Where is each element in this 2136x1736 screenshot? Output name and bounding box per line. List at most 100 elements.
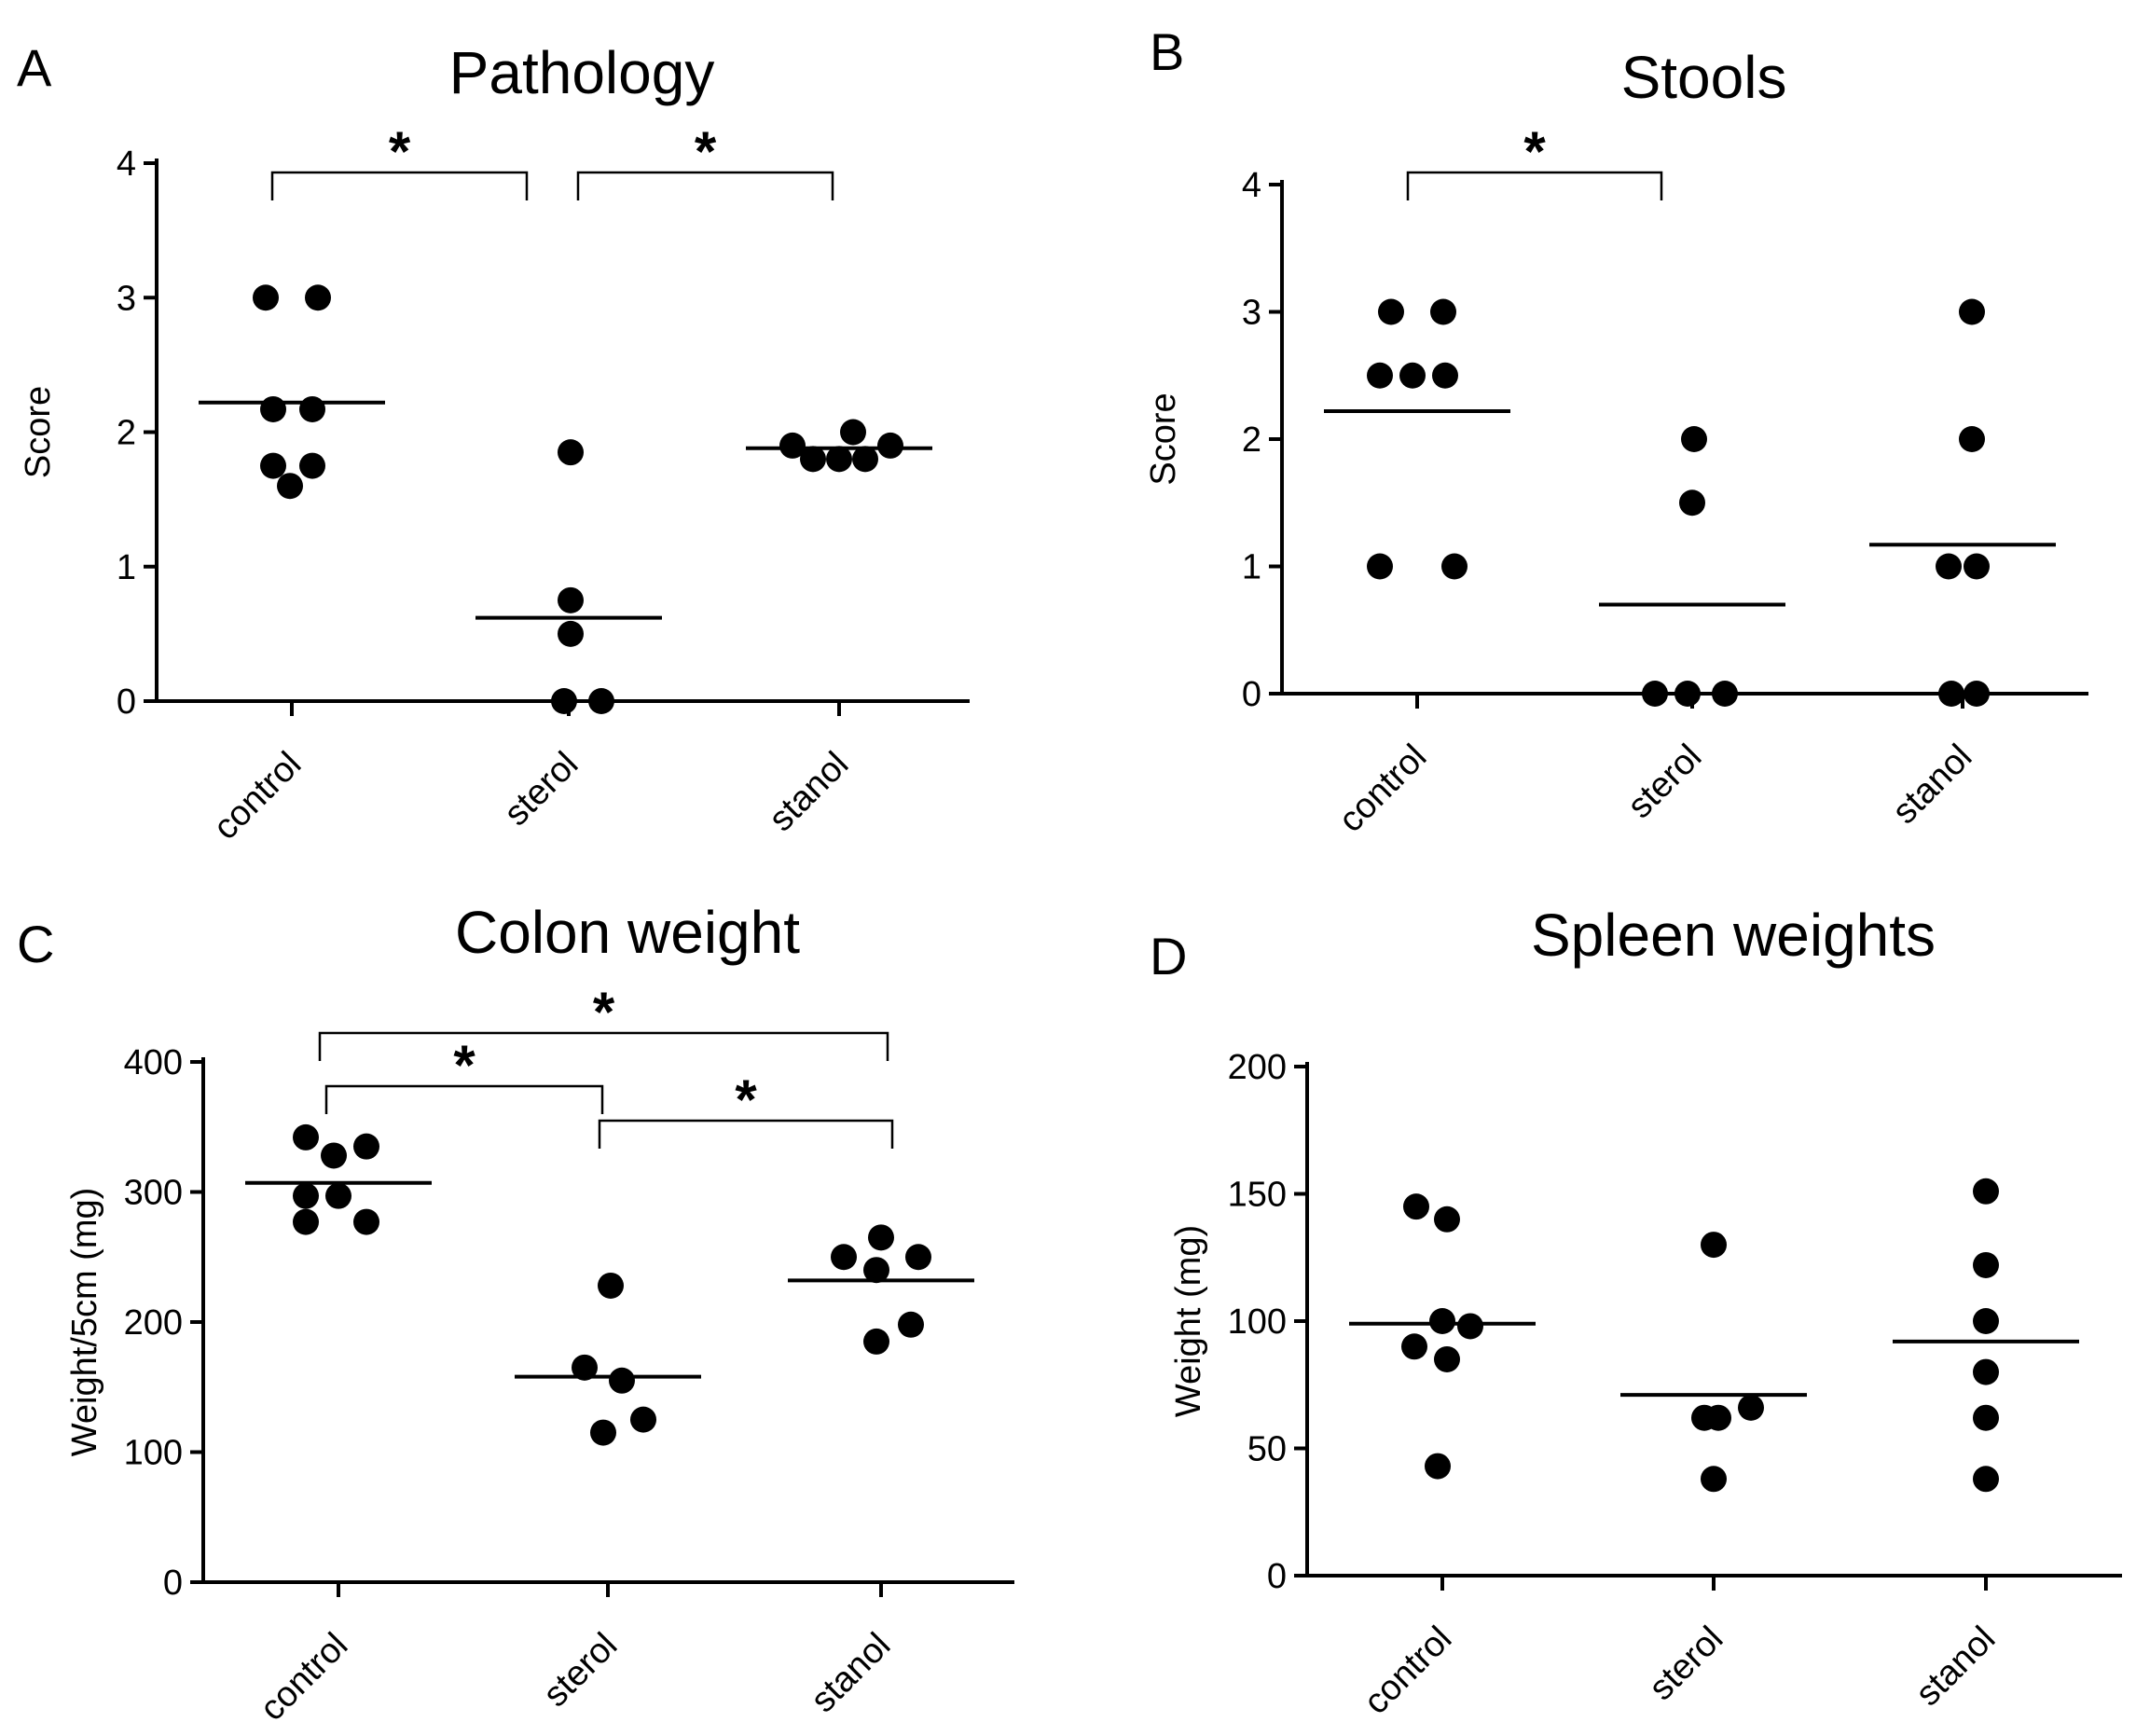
data-point	[609, 1367, 635, 1394]
significance-star: *	[389, 120, 411, 183]
data-point	[1938, 681, 1964, 707]
data-point	[1959, 298, 1985, 325]
x-tick-label: stanol	[1909, 1619, 2003, 1714]
data-point	[1399, 362, 1426, 389]
data-point	[572, 1354, 598, 1381]
data-point	[277, 473, 303, 500]
data-point	[800, 446, 826, 473]
data-point	[1964, 681, 1990, 707]
data-point	[905, 1244, 931, 1271]
data-point	[1973, 1178, 1999, 1205]
data-point	[868, 1224, 894, 1251]
data-point	[598, 1272, 624, 1299]
y-tick-label: 1	[117, 548, 136, 587]
data-point	[1701, 1232, 1727, 1259]
significance-bracket	[270, 171, 529, 200]
x-tick-label: control	[1331, 737, 1434, 840]
x-tick-label: stanol	[1885, 737, 1979, 832]
significance-star: *	[1523, 120, 1546, 183]
y-tick-label: 50	[1247, 1430, 1287, 1469]
x-tick-label: control	[1357, 1619, 1459, 1722]
significance-star: *	[453, 1034, 475, 1096]
y-axis-label: Score	[1144, 393, 1183, 485]
significance-bracket	[318, 1031, 889, 1061]
data-point	[299, 395, 325, 422]
data-point	[558, 439, 584, 466]
data-point	[1674, 681, 1701, 707]
panel-letter: A	[17, 38, 52, 97]
data-point	[558, 586, 584, 613]
panel-letter: B	[1150, 22, 1184, 81]
data-point	[1425, 1453, 1451, 1480]
chart-title: Colon weight	[455, 899, 800, 966]
data-point	[321, 1142, 347, 1169]
data-point	[1403, 1193, 1429, 1220]
data-point	[1457, 1313, 1483, 1340]
data-point	[325, 1182, 351, 1209]
data-point	[558, 620, 584, 647]
y-tick-label: 3	[1242, 294, 1261, 333]
data-point	[831, 1244, 857, 1271]
y-axis-label: Weight (mg)	[1169, 1225, 1208, 1417]
panel-b: B Stools 0 1 2 3 4 Score control sterol stanol *	[1144, 22, 2088, 840]
significance-bracket	[598, 1119, 894, 1149]
data-point	[1973, 1466, 1999, 1493]
significance-star: *	[735, 1068, 757, 1131]
chart-title: Pathology	[449, 39, 715, 106]
data-point	[898, 1311, 924, 1338]
panel-letter: D	[1150, 927, 1187, 985]
panel-c: C Colon weight 0 100 200 300 400 Weight/5cm (mg…	[17, 899, 1014, 1729]
data-point	[1430, 298, 1456, 325]
significance-bracket	[1406, 171, 1663, 200]
chart-title: Spleen weights	[1531, 902, 1936, 969]
y-tick-label: 4	[117, 145, 136, 184]
x-tick-label: sterol	[1620, 737, 1709, 826]
x-tick-label: stanol	[804, 1626, 898, 1720]
data-point	[293, 1182, 319, 1209]
data-point	[1701, 1466, 1727, 1493]
panel-letter: C	[17, 915, 54, 973]
data-point	[1964, 553, 1990, 580]
y-tick-label: 2	[1242, 420, 1261, 460]
data-point	[826, 446, 852, 473]
data-point	[1681, 426, 1707, 452]
data-point	[588, 688, 614, 714]
y-tick-label: 3	[117, 279, 136, 318]
x-tick-label: sterol	[497, 745, 586, 834]
y-tick-label: 2	[117, 414, 136, 453]
data-point	[1712, 681, 1738, 707]
data-point	[299, 452, 325, 479]
data-point	[1973, 1308, 1999, 1334]
data-point	[852, 446, 878, 473]
data-point	[293, 1208, 319, 1235]
y-tick-label: 200	[1228, 1048, 1287, 1087]
data-point	[260, 452, 286, 479]
significance-bracket	[576, 171, 834, 200]
panel-a: A Pathology 0 1 2 3 4 Score control sterol stanol *…	[17, 38, 970, 847]
data-point	[1378, 298, 1404, 325]
y-axis-label: Score	[19, 386, 58, 478]
data-point	[1434, 1206, 1460, 1233]
data-point	[1401, 1333, 1427, 1360]
data-point	[863, 1257, 889, 1284]
data-point	[253, 284, 279, 311]
y-axis-label: Weight/5cm (mg)	[65, 1188, 104, 1457]
data-point	[1642, 681, 1668, 707]
data-point	[293, 1123, 319, 1150]
data-point	[305, 284, 331, 311]
data-point	[1705, 1404, 1731, 1431]
y-tick-label: 150	[1228, 1176, 1287, 1215]
y-tick-label: 400	[124, 1043, 183, 1082]
data-point	[840, 419, 866, 446]
y-tick-label: 200	[124, 1303, 183, 1343]
data-point	[1973, 1404, 1999, 1431]
significance-bracket	[324, 1084, 604, 1114]
y-tick-label: 0	[1267, 1557, 1287, 1596]
data-point	[1434, 1345, 1460, 1372]
data-point	[1441, 553, 1468, 580]
significance-star: *	[695, 120, 717, 183]
data-point	[590, 1419, 616, 1446]
data-point	[1432, 362, 1458, 389]
y-tick-label: 1	[1242, 548, 1261, 587]
